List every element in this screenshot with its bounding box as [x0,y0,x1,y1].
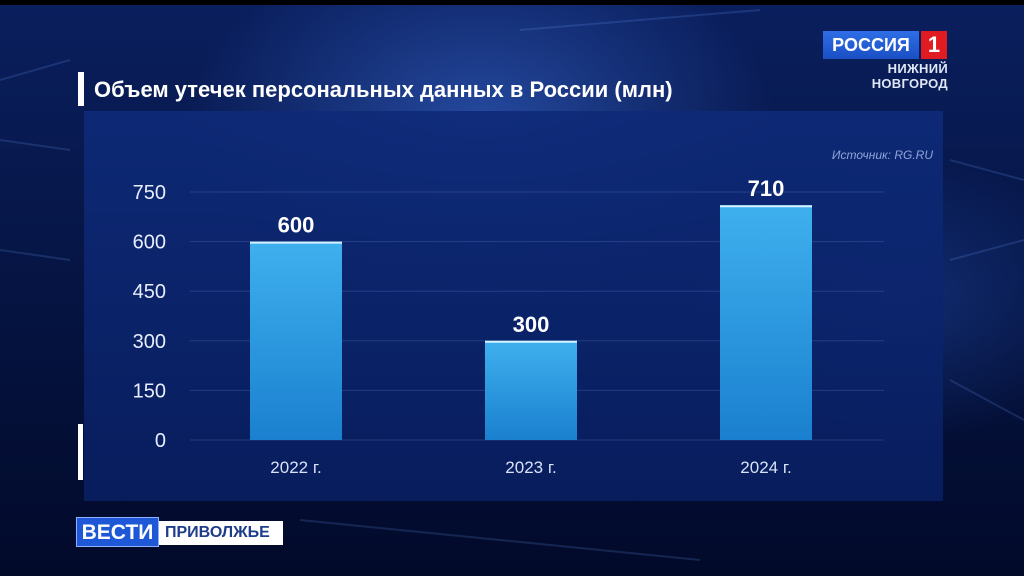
y-tick-label: 0 [155,430,166,452]
bar [720,205,812,440]
vesti-logo: ВЕСТИ [76,517,159,547]
bar-chart: 0 150 300 450 600 750 600 300 710 2022 г. 2023 г… [133,176,884,477]
y-tick-label: 300 [133,331,166,353]
chart-panel: Источник: RG.RU 0 150 300 450 600 750 600 300 7… [84,111,943,501]
vesti-region-label: ПРИВОЛЖЬЕ [159,521,283,545]
region-line-1: НИЖНИЙ [887,61,948,76]
y-tick-label: 450 [133,281,166,303]
y-tick-label: 750 [133,182,166,204]
top-letterbox [0,0,1024,5]
logo-text: РОССИЯ [823,31,919,59]
bar [250,241,342,440]
source-label: Источник: RG.RU [831,148,933,162]
chart-title: Объем утечек персональных данных в Росси… [94,77,673,102]
x-tick-label: 2022 г. [270,458,321,477]
bar [485,340,577,440]
x-tick-label: 2024 г. [740,458,791,477]
region-label: НИЖНИЙ НОВГОРОД [872,61,948,91]
y-tick-label: 150 [133,380,166,402]
region-line-2: НОВГОРОД [871,76,948,91]
y-tick-label: 600 [133,232,166,254]
panel-accent-bar [78,424,83,480]
title-accent-bar [78,72,84,106]
data-label: 300 [513,312,550,337]
data-label: 600 [278,213,315,238]
data-label: 710 [748,176,785,201]
channel-logo: РОССИЯ 1 [823,31,947,59]
x-tick-label: 2023 г. [505,458,556,477]
logo-number: 1 [921,31,947,59]
